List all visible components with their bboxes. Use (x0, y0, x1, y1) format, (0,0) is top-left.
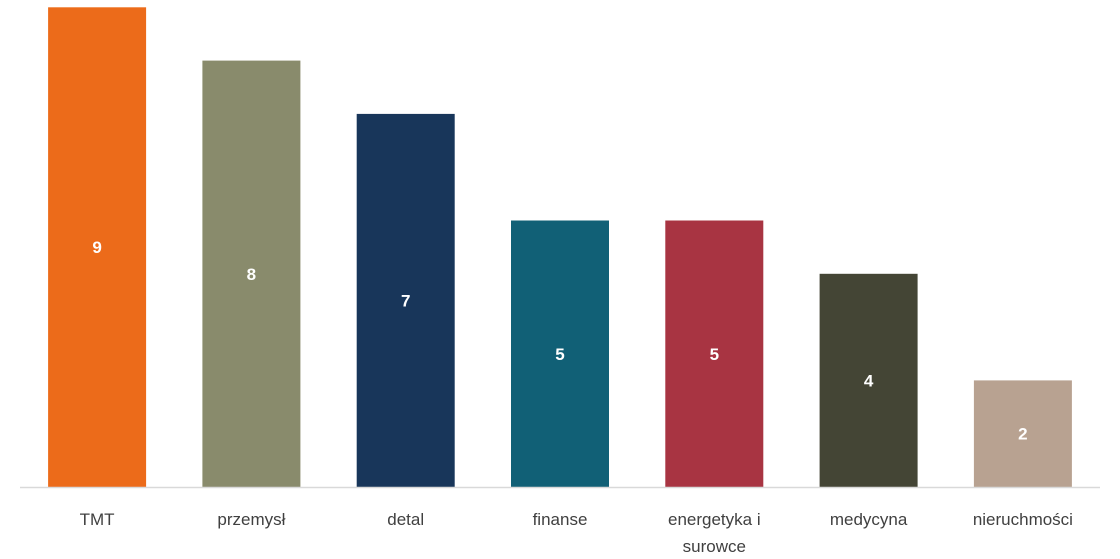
category-label-2: detal (387, 510, 424, 529)
category-label-5: medycyna (830, 510, 908, 529)
value-labels-group: 9 8 7 5 5 4 2 (92, 238, 1027, 444)
bar-4 (665, 220, 764, 487)
value-label-6: 2 (1018, 425, 1027, 444)
category-label-3: finanse (533, 510, 588, 529)
bar-3 (511, 220, 609, 487)
bar-6 (973, 380, 1072, 487)
value-label-1: 8 (247, 265, 256, 284)
bars-group (48, 7, 1072, 488)
value-label-2: 7 (401, 292, 410, 311)
value-label-3: 5 (555, 345, 564, 364)
value-label-0: 9 (92, 238, 101, 257)
bar-5 (819, 273, 918, 487)
value-label-5: 4 (864, 371, 874, 390)
bar-1 (202, 60, 301, 487)
category-label-4: energetyka i surowce (668, 510, 761, 556)
category-labels-group: TMT przemysł detal finanse energetyka i surow… (80, 510, 1073, 556)
category-label-1: przemysł (217, 510, 285, 529)
category-label-0: TMT (80, 510, 115, 529)
bar-0 (48, 7, 147, 488)
bar-2 (356, 113, 455, 488)
category-label-6: nieruchmości (973, 510, 1073, 529)
value-label-4: 5 (710, 345, 719, 364)
